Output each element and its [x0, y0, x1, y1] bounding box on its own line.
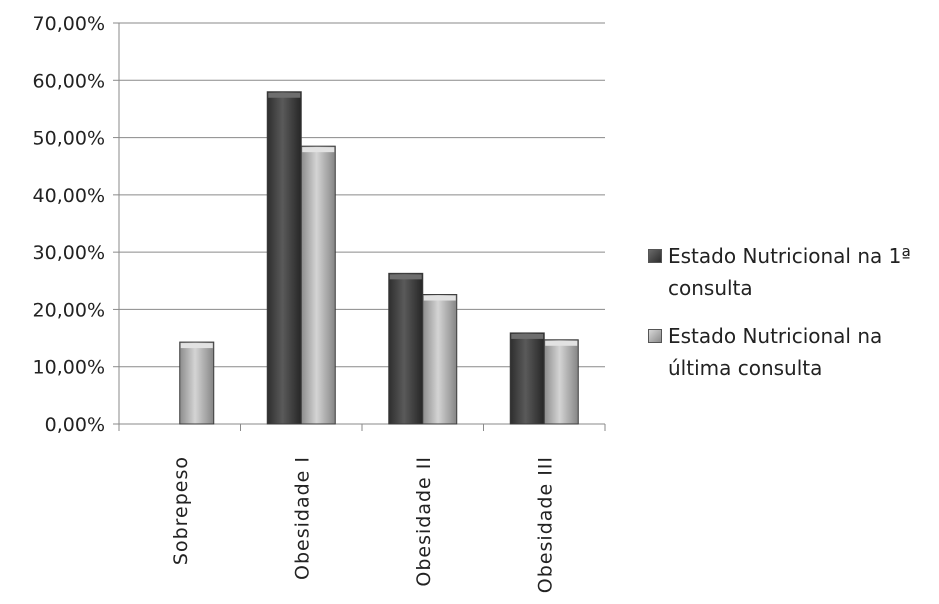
y-tick-label: 70,00% — [33, 13, 105, 35]
x-category-label: Obesidade II — [413, 456, 435, 587]
bar-top-bevel — [180, 343, 213, 349]
y-tick-label: 20,00% — [33, 299, 105, 321]
bar-top-bevel — [545, 340, 578, 346]
bar-top-bevel — [302, 147, 335, 153]
y-tick-label: 10,00% — [33, 357, 105, 379]
legend-label-last-consultation: Estado Nutricional na última consulta — [668, 324, 883, 380]
bars — [179, 91, 579, 425]
gridlines — [119, 22, 605, 368]
bar-top-bevel — [423, 295, 456, 301]
bar-first-obesidade-ii — [388, 272, 424, 425]
bar-top-bevel — [268, 92, 301, 98]
y-axis-ticks: 0,00% 10,00% 20,00% 30,00% 40,00% 50,00% 60,00… — [33, 13, 105, 436]
legend-item-last-consultation: Estado Nutricional na última consulta — [648, 320, 938, 384]
bar-last-sobrepeso — [179, 341, 215, 425]
bar-first-obesidade-iii — [509, 332, 545, 425]
bar-top-bevel — [511, 333, 544, 339]
bar-top-bevel — [389, 274, 422, 280]
bar-first-obesidade-i — [266, 91, 302, 425]
legend-swatch-first-consultation — [648, 249, 662, 263]
y-tick-label: 40,00% — [33, 185, 105, 207]
x-category-label: Obesidade I — [291, 456, 313, 580]
bar-last-obesidade-iii — [543, 339, 579, 425]
y-tick-label: 60,00% — [33, 70, 105, 92]
legend: Estado Nutricional na 1ª consulta Estado… — [648, 240, 938, 400]
y-tick-label: 30,00% — [33, 242, 105, 264]
x-category-label: Obesidade III — [534, 456, 556, 593]
bar-last-obesidade-ii — [422, 294, 458, 425]
x-axis-labels: Sobrepeso Obesidade I Obesidade II Obesidad… — [170, 456, 557, 593]
legend-item-first-consultation: Estado Nutricional na 1ª consulta — [648, 240, 938, 304]
y-tick-label: 0,00% — [45, 414, 105, 436]
bar-last-obesidade-i — [300, 145, 336, 425]
legend-swatch-last-consultation — [648, 329, 662, 343]
x-category-label: Sobrepeso — [170, 456, 192, 565]
y-tick-label: 50,00% — [33, 128, 105, 150]
legend-label-first-consultation: Estado Nutricional na 1ª consulta — [668, 244, 911, 300]
